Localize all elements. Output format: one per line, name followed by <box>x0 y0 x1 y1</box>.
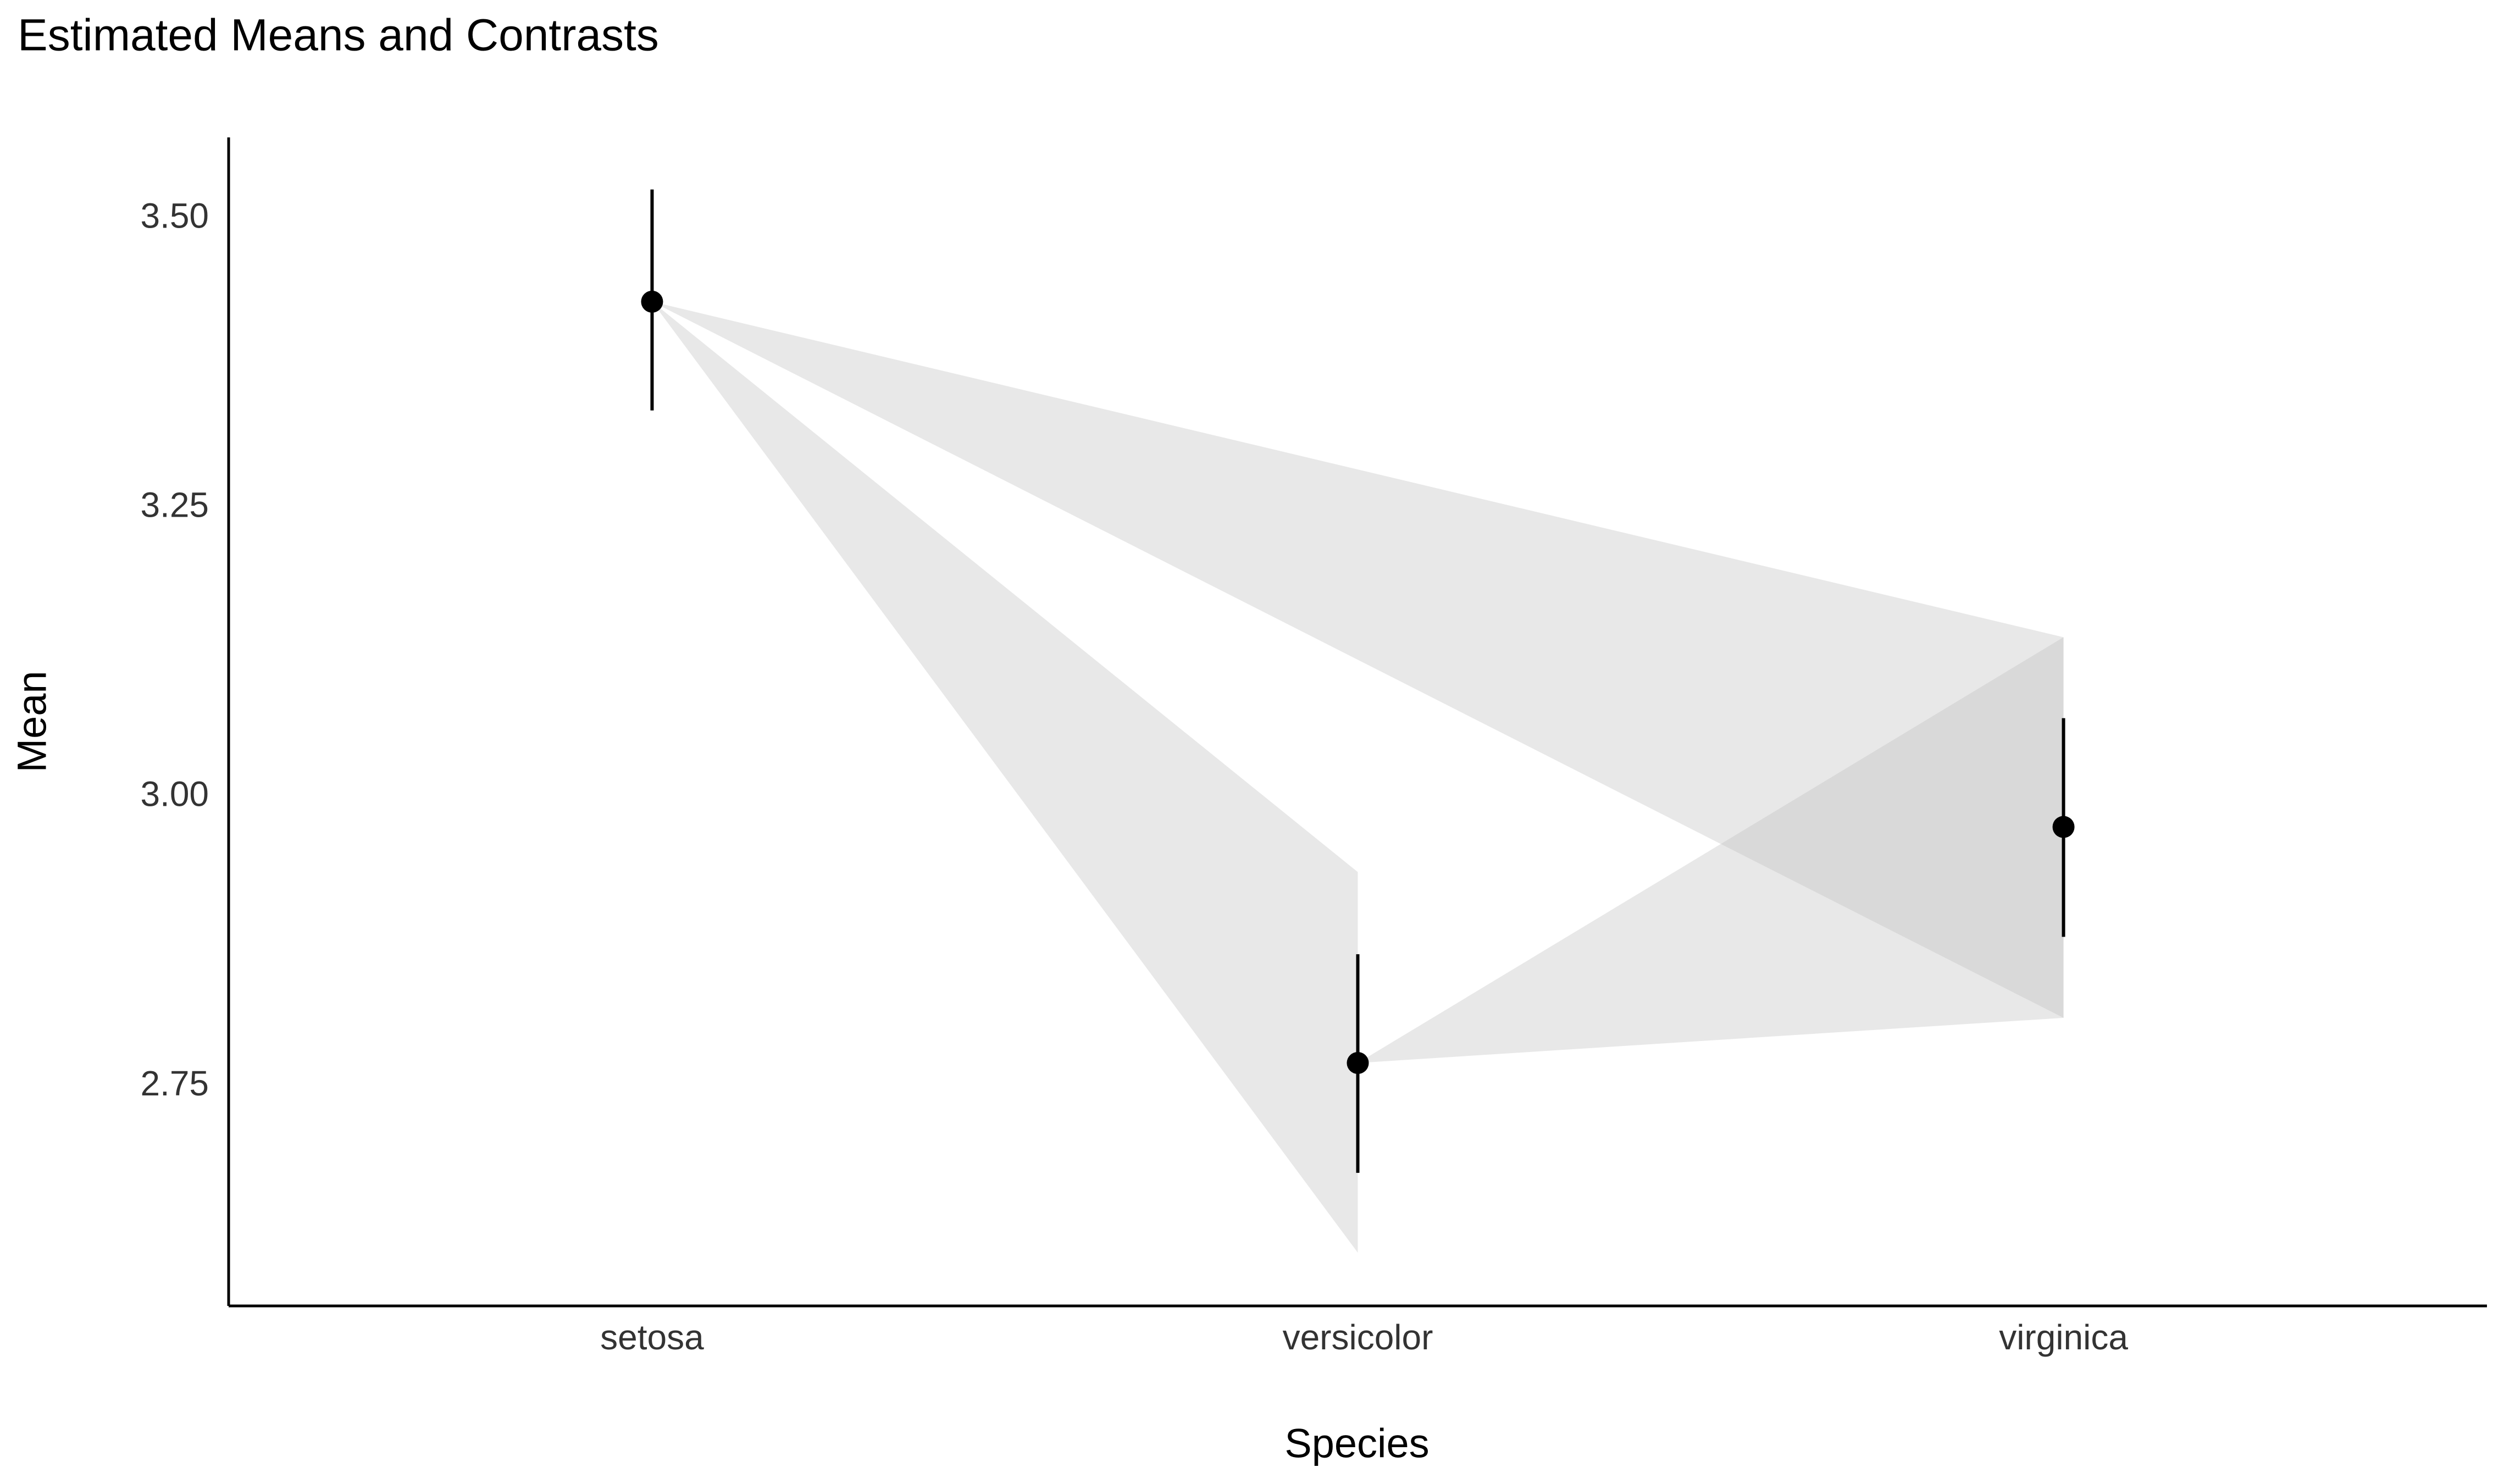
contrast-ribbon <box>652 301 2064 1018</box>
contrast-ribbon <box>652 301 1358 1253</box>
y-tick-label: 3.25 <box>140 485 209 524</box>
mean-point <box>641 290 663 313</box>
x-tick-label: virginica <box>1999 1317 2128 1357</box>
y-axis-title: Mean <box>9 671 55 772</box>
mean-point <box>2052 816 2075 838</box>
y-tick-label: 3.00 <box>140 774 209 814</box>
y-tick-label: 2.75 <box>140 1064 209 1103</box>
contrast-ribbon <box>1358 637 2064 1063</box>
chart-title: Estimated Means and Contrasts <box>18 10 659 60</box>
y-tick-label: 3.50 <box>140 196 209 235</box>
mean-point <box>1347 1051 1369 1074</box>
x-axis-title: Species <box>1284 1421 1429 1466</box>
x-tick-label: versicolor <box>1283 1317 1433 1357</box>
x-tick-label: setosa <box>600 1317 704 1357</box>
